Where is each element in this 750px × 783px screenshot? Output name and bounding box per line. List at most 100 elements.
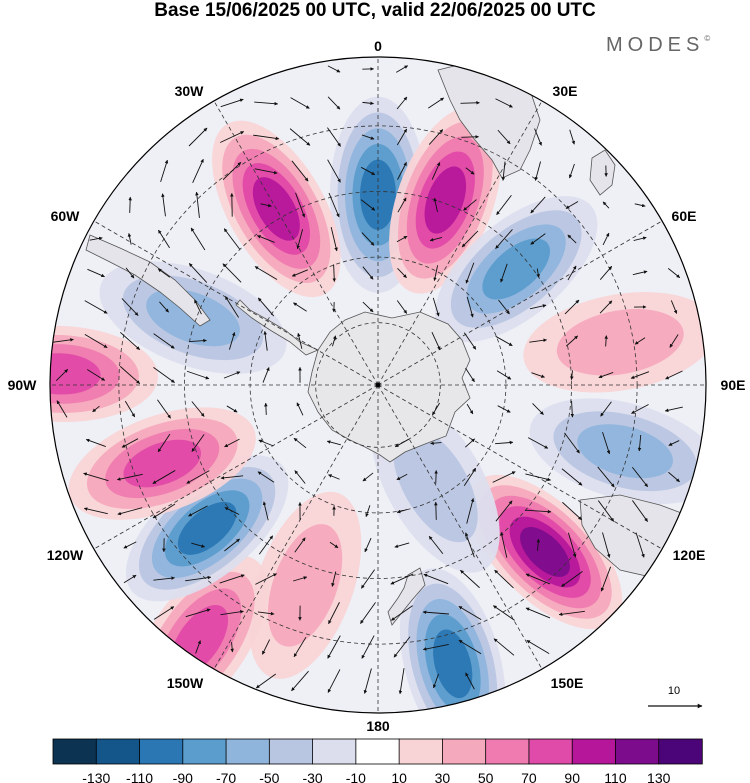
wind-vector — [602, 532, 611, 558]
wind-vector — [220, 131, 245, 143]
wind-vector — [396, 509, 407, 514]
colorbar-tick-label: 50 — [478, 770, 494, 783]
wind-vector — [220, 98, 244, 108]
wind-vector — [561, 468, 583, 486]
wind-vector — [329, 541, 339, 549]
wind-vector — [635, 532, 645, 558]
wind-vector — [565, 201, 579, 209]
lon-label-60w: 60W — [51, 208, 81, 224]
wind-vector — [365, 505, 371, 518]
wind-vector — [223, 371, 241, 379]
wind-vector — [157, 268, 171, 278]
wind-vector — [157, 433, 171, 453]
wind-vector — [525, 473, 551, 482]
wind-vector — [361, 134, 375, 140]
wind-vector — [530, 196, 546, 214]
wind-vector — [257, 471, 275, 483]
wind-vector — [428, 535, 444, 555]
lon-label-0: 0 — [374, 38, 382, 54]
anomaly-contour — [482, 238, 551, 300]
colorbar-swatch — [658, 738, 703, 765]
wind-vector — [92, 405, 100, 413]
wind-vector — [362, 266, 374, 280]
wind-vector — [531, 372, 545, 378]
wind-vector — [224, 507, 240, 515]
wind-vector — [159, 301, 169, 313]
wind-vector — [396, 128, 408, 146]
wind-vector — [254, 101, 279, 106]
wind-vector — [254, 168, 278, 175]
wind-vector — [600, 401, 612, 417]
wind-vector — [332, 335, 337, 347]
colorbar-tick-label: -30 — [302, 770, 322, 783]
wind-vector — [185, 575, 212, 582]
wind-vector — [258, 439, 274, 447]
wind-vector — [495, 440, 514, 445]
anomaly-cell — [248, 491, 362, 679]
wind-vector — [186, 470, 210, 484]
wind-vector — [117, 507, 143, 516]
wind-vector — [128, 196, 132, 213]
wind-vector — [492, 471, 516, 483]
wind-vector — [633, 236, 647, 241]
wind-vector — [634, 203, 646, 208]
wind-vector — [562, 501, 582, 521]
meridian-line — [377, 220, 663, 386]
anomaly-contour — [424, 166, 467, 234]
wind-vector — [465, 532, 475, 558]
wind-vector — [328, 474, 340, 480]
wind-vector — [460, 101, 480, 105]
wind-vector — [362, 101, 374, 106]
colorbar-swatch — [398, 738, 444, 765]
lon-label-180: 180 — [366, 718, 390, 734]
wind-vector — [398, 668, 405, 695]
wind-vector — [188, 505, 208, 517]
lon-label-60e: 60E — [672, 208, 697, 224]
wind-vector — [224, 538, 240, 552]
wind-vector — [291, 160, 309, 182]
wind-vector — [631, 404, 649, 414]
wind-vector — [465, 262, 475, 284]
wind-vector — [465, 367, 475, 383]
colorbar-swatch — [268, 738, 314, 765]
colorbar-swatch — [355, 738, 400, 765]
wind-vector — [158, 229, 170, 249]
wind-vector — [327, 159, 341, 183]
wind-vector — [261, 639, 271, 655]
wind-vector — [498, 299, 510, 315]
lon-label-30w: 30W — [175, 83, 205, 99]
wind-vector — [222, 263, 242, 283]
wind-vector — [121, 298, 139, 316]
wind-vector — [327, 635, 341, 659]
wind-vector — [397, 267, 407, 279]
wind-vector — [564, 432, 580, 454]
wind-vector — [497, 405, 511, 413]
anomaly-contour — [577, 424, 673, 479]
wind-vector — [433, 197, 438, 213]
wind-vector — [495, 98, 513, 108]
wind-vector — [56, 400, 68, 418]
wind-vector — [362, 301, 374, 313]
wind-vector — [632, 500, 648, 522]
wind-vector — [396, 235, 408, 243]
wind-vector — [664, 406, 683, 413]
wind-vector — [330, 227, 338, 252]
wind-vector — [360, 602, 376, 624]
wind-vector — [257, 297, 275, 317]
new-zealand — [387, 567, 426, 626]
wind-vector — [123, 541, 137, 549]
wind-vector — [83, 472, 109, 482]
meridian-line — [377, 100, 543, 386]
wind-vector — [397, 162, 407, 180]
wind-vector — [396, 96, 408, 110]
wind-vector — [396, 65, 409, 73]
wind-vector — [599, 266, 613, 280]
wind-vector — [190, 227, 206, 251]
wind-vector — [630, 371, 650, 379]
wind-vector — [667, 267, 681, 279]
wind-vector — [361, 232, 375, 246]
wind-vector — [83, 507, 108, 515]
wind-vector — [84, 300, 108, 314]
wind-vector — [536, 538, 541, 551]
